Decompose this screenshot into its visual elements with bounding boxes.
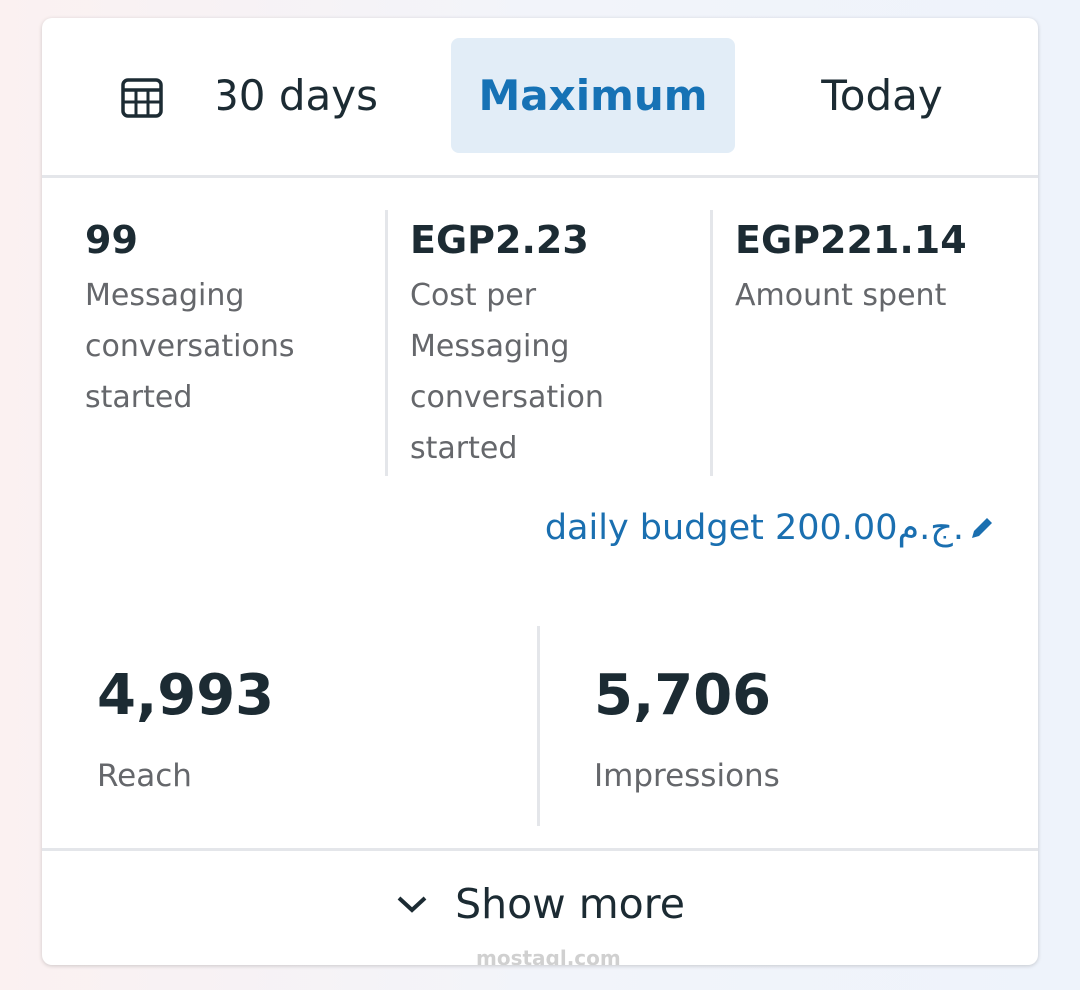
divider: [42, 848, 1038, 851]
metric: EGP221.14 Amount spent: [735, 218, 995, 321]
chevron-icon: [397, 896, 427, 913]
insights-card: 30 days Maximum Today 99 Messaging conve…: [42, 18, 1038, 965]
budget-text: daily budget 200.00ج.م.: [544, 508, 964, 548]
metric-value: 99: [85, 218, 138, 262]
summary-label: Impressions: [594, 758, 780, 794]
tab[interactable]: Maximum: [451, 38, 735, 153]
summary-metric: 4,993 Reach: [97, 663, 274, 794]
show-more-label: Show more: [455, 880, 685, 928]
metric-label: Messaging conversations started: [85, 278, 295, 415]
summary-value: 5,706: [594, 663, 772, 728]
tab-label: Maximum: [478, 71, 708, 120]
divider: [42, 175, 1038, 178]
metric: 99 Messaging conversations started: [85, 218, 345, 423]
tab-label: 30 days: [218, 71, 378, 120]
divider: [710, 210, 713, 476]
summary-metric: 5,706 Impressions: [594, 663, 780, 794]
show-more-button[interactable]: Show more: [42, 880, 1038, 928]
budget-link[interactable]: daily budget 200.00ج.م.: [545, 508, 996, 548]
metric-label: Cost per Messaging conversation started: [410, 278, 604, 466]
divider: [537, 626, 540, 826]
summary-value: 4,993: [97, 663, 275, 728]
summary-label: Reach: [97, 758, 192, 794]
metric-value: EGP221.14: [735, 218, 967, 262]
divider: [385, 210, 388, 476]
watermark: mostaql.com: [476, 946, 621, 965]
edit-icon: [972, 518, 992, 538]
metric: EGP2.23 Cost per Messaging conversation …: [410, 218, 650, 474]
metric-value: EGP2.23: [410, 218, 589, 262]
tab[interactable]: Today: [762, 38, 1002, 153]
calendar-icon[interactable]: [120, 76, 164, 120]
metric-label: Amount spent: [735, 278, 947, 313]
tab-label: Today: [821, 71, 943, 120]
tab[interactable]: 30 days: [218, 38, 378, 153]
